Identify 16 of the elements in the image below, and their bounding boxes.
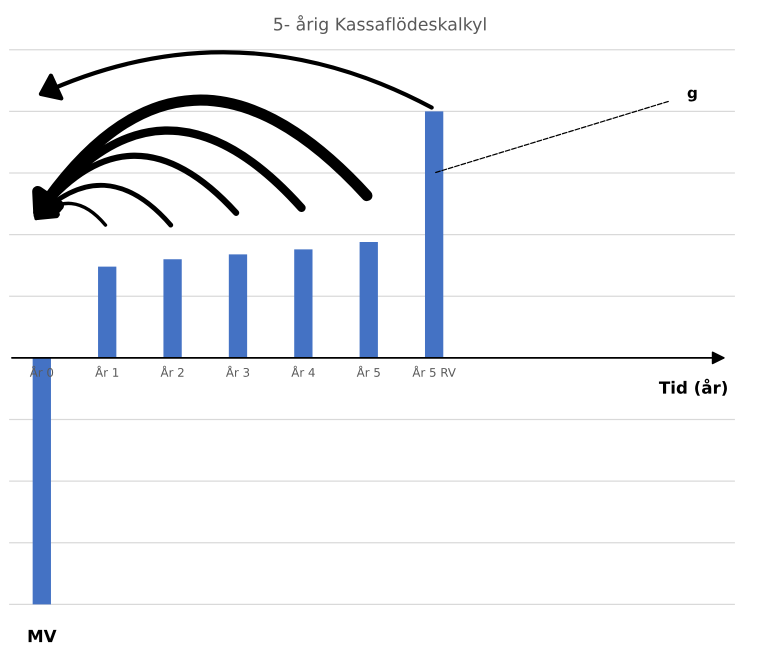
annotation: MV	[28, 630, 56, 642]
bar	[424, 111, 444, 358]
x-tick-label: År 5 RV	[412, 366, 456, 377]
x-tick-label: År 4	[291, 366, 315, 377]
bar	[163, 259, 182, 358]
x-tick-label: År 2	[160, 366, 184, 377]
text: Tid (år)	[658, 378, 727, 396]
text: g	[688, 90, 697, 102]
bar	[360, 242, 378, 358]
x-tick-label: År 1	[95, 366, 118, 377]
bar	[294, 249, 313, 358]
chart-title: 5- årig Kassaflödeskalkyl	[274, 15, 486, 34]
bar	[98, 266, 116, 358]
bar	[228, 254, 248, 358]
x-tick-label: År 5	[356, 366, 380, 377]
x-tick-label: År 3	[226, 366, 250, 377]
